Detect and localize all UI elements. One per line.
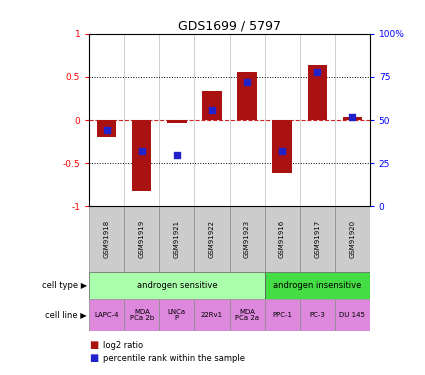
Bar — [335, 299, 370, 331]
Point — [103, 128, 110, 134]
Bar — [89, 272, 264, 299]
Text: GSM91920: GSM91920 — [349, 220, 355, 258]
Text: GSM91917: GSM91917 — [314, 220, 320, 258]
Bar — [194, 299, 230, 331]
Bar — [124, 206, 159, 272]
Text: MDA
PCa 2a: MDA PCa 2a — [235, 309, 259, 321]
Text: GSM91922: GSM91922 — [209, 220, 215, 258]
Point — [314, 69, 320, 75]
Bar — [97, 120, 116, 137]
Point — [279, 148, 286, 154]
Bar — [300, 206, 335, 272]
Text: log2 ratio: log2 ratio — [103, 340, 143, 350]
Point — [349, 114, 356, 120]
Bar — [159, 299, 194, 331]
Text: GSM91921: GSM91921 — [174, 220, 180, 258]
Bar — [89, 206, 124, 272]
Text: androgen insensitive: androgen insensitive — [273, 281, 361, 290]
Bar — [264, 272, 370, 299]
Text: cell type ▶: cell type ▶ — [42, 281, 87, 290]
Text: LNCa
P: LNCa P — [168, 309, 186, 321]
Text: androgen sensitive: androgen sensitive — [136, 281, 217, 290]
Title: GDS1699 / 5797: GDS1699 / 5797 — [178, 20, 281, 33]
Point — [209, 106, 215, 112]
Text: 22Rv1: 22Rv1 — [201, 312, 223, 318]
Text: DU 145: DU 145 — [339, 312, 365, 318]
Bar — [230, 299, 264, 331]
Text: ■: ■ — [89, 340, 99, 350]
Text: cell line ▶: cell line ▶ — [45, 310, 87, 320]
Bar — [202, 91, 221, 120]
Text: percentile rank within the sample: percentile rank within the sample — [103, 354, 245, 363]
Bar — [124, 299, 159, 331]
Point — [244, 79, 250, 85]
Text: GSM91916: GSM91916 — [279, 220, 285, 258]
Text: GSM91923: GSM91923 — [244, 220, 250, 258]
Bar — [230, 206, 264, 272]
Text: PC-3: PC-3 — [309, 312, 325, 318]
Bar — [308, 65, 327, 120]
Text: MDA
PCa 2b: MDA PCa 2b — [130, 309, 154, 321]
Bar — [264, 206, 300, 272]
Text: GSM91918: GSM91918 — [104, 220, 110, 258]
Bar — [194, 206, 230, 272]
Bar — [300, 299, 335, 331]
Text: LAPC-4: LAPC-4 — [94, 312, 119, 318]
Point — [139, 148, 145, 154]
Bar — [238, 72, 257, 120]
Bar — [159, 206, 194, 272]
Text: GSM91919: GSM91919 — [139, 220, 145, 258]
Bar — [335, 206, 370, 272]
Bar — [167, 120, 187, 123]
Point — [173, 152, 180, 157]
Text: PPC-1: PPC-1 — [272, 312, 292, 318]
Bar — [264, 299, 300, 331]
Bar — [132, 120, 151, 191]
Bar — [89, 299, 124, 331]
Bar — [343, 117, 362, 120]
Bar — [272, 120, 292, 174]
Text: ■: ■ — [89, 353, 99, 363]
